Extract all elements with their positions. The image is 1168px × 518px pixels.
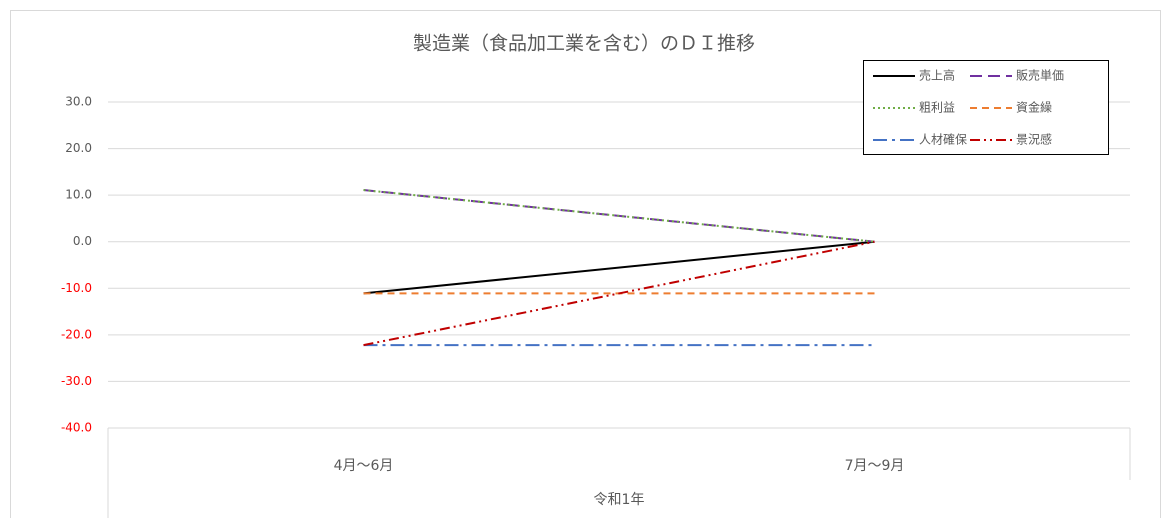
legend-label: 景況感 xyxy=(1016,132,1052,147)
y-tick-label: -10.0 xyxy=(61,281,92,295)
x-tick-label: 7月～9月 xyxy=(845,458,905,474)
legend-label: 資金繰 xyxy=(1016,100,1052,115)
y-tick-label: 0.0 xyxy=(73,234,92,248)
chart-title: 製造業（食品加工業を含む）のＤＩ推移 xyxy=(413,33,755,55)
series-line xyxy=(363,189,875,243)
y-tick-label: 10.0 xyxy=(65,188,92,202)
legend-label: 粗利益 xyxy=(919,101,955,115)
series-line xyxy=(363,240,875,295)
y-tick-label: -30.0 xyxy=(61,374,92,388)
y-tick-label: -20.0 xyxy=(61,327,92,341)
x-group-label: 令和1年 xyxy=(594,492,645,508)
x-tick-label: 4月～6月 xyxy=(334,458,394,474)
legend-label: 売上高 xyxy=(919,68,955,83)
legend-label: 人材確保 xyxy=(919,132,967,147)
y-tick-label: 30.0 xyxy=(65,95,92,109)
y-tick-label: 20.0 xyxy=(65,141,92,155)
series-line xyxy=(363,240,875,347)
legend-label: 販売単価 xyxy=(1016,68,1064,83)
y-tick-label: -40.0 xyxy=(61,421,92,435)
